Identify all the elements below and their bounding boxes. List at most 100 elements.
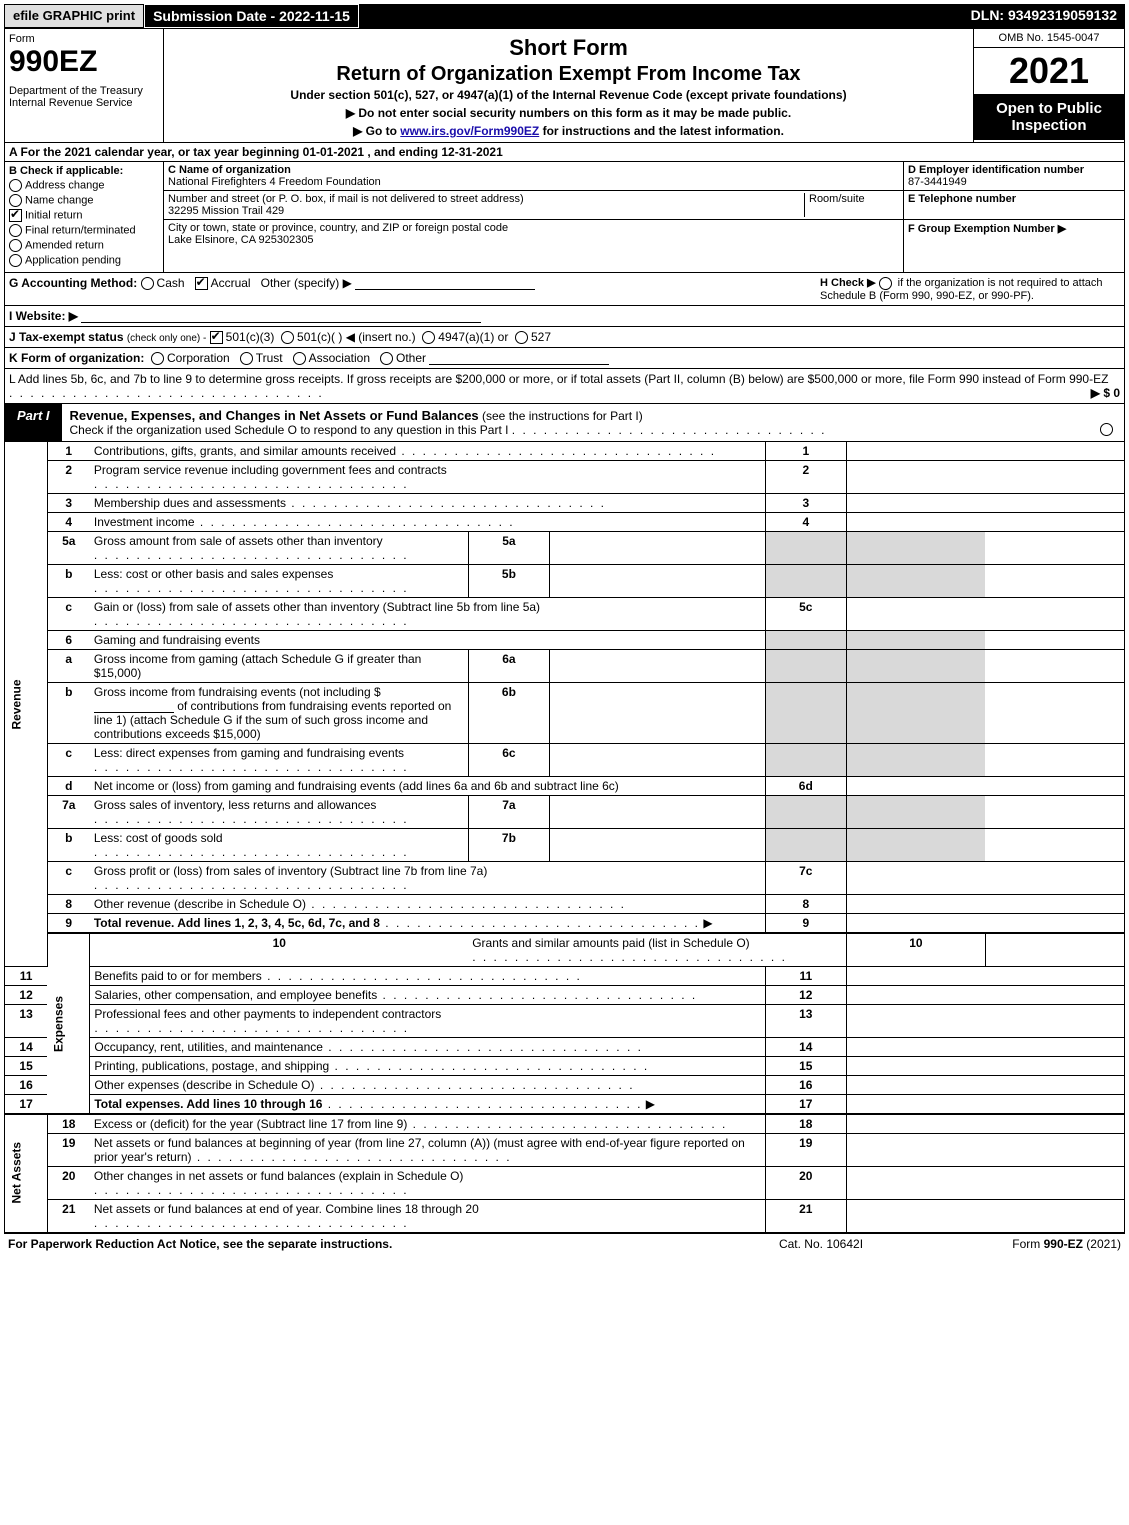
footer-right: Form 990-EZ (2021) xyxy=(921,1237,1121,1251)
irs-link[interactable]: www.irs.gov/Form990EZ xyxy=(400,124,539,138)
k-corp: Corporation xyxy=(167,351,230,365)
line-6b: b Gross income from fundraising events (… xyxy=(5,683,1124,744)
cb-h[interactable] xyxy=(879,277,892,290)
line-5a: 5a Gross amount from sale of assets othe… xyxy=(5,532,1124,565)
l6c-text: Less: direct expenses from gaming and fu… xyxy=(94,746,404,760)
line-11: 11 Benefits paid to or for members 11 xyxy=(5,967,1124,986)
website-input[interactable] xyxy=(81,309,481,323)
cb-501c[interactable] xyxy=(281,331,294,344)
submission-date-badge: Submission Date - 2022-11-15 xyxy=(144,4,359,28)
c-name-label: C Name of organization xyxy=(168,164,899,176)
cb-assoc[interactable] xyxy=(293,352,306,365)
title-return: Return of Organization Exempt From Incom… xyxy=(172,63,965,86)
cb-other[interactable] xyxy=(380,352,393,365)
l6b-amount-input[interactable] xyxy=(94,699,174,713)
note-link-pre: ▶ Go to xyxy=(353,124,400,138)
f-label: F Group Exemption Number ▶ xyxy=(908,222,1120,235)
cb-4947[interactable] xyxy=(422,331,435,344)
row-l: L Add lines 5b, 6c, and 7b to line 9 to … xyxy=(5,369,1124,404)
efile-print-button[interactable]: efile GRAPHIC print xyxy=(4,4,144,28)
c-room-label: Room/suite xyxy=(809,193,899,205)
k-trust: Trust xyxy=(256,351,283,365)
e-label: E Telephone number xyxy=(908,193,1120,205)
line-10: Expenses 10 Grants and similar amounts p… xyxy=(5,933,1124,967)
c-addr-value: 32295 Mission Trail 429 xyxy=(168,205,804,217)
cb-amended-return[interactable]: Amended return xyxy=(9,239,159,252)
l11-text: Benefits paid to or for members xyxy=(94,969,261,983)
line-5c: c Gain or (loss) from sale of assets oth… xyxy=(5,598,1124,631)
k-other-input[interactable] xyxy=(429,351,609,365)
cb-corp[interactable] xyxy=(151,352,164,365)
line-17: 17 Total expenses. Add lines 10 through … xyxy=(5,1095,1124,1115)
dept-label: Department of the Treasury Internal Reve… xyxy=(9,85,159,109)
d-label: D Employer identification number xyxy=(908,164,1120,176)
note-ssn: ▶ Do not enter social security numbers o… xyxy=(172,106,965,120)
cb-name-change[interactable]: Name change xyxy=(9,194,159,207)
line-6: 6 Gaming and fundraising events xyxy=(5,631,1124,650)
cb-initial-return[interactable]: Initial return xyxy=(9,209,159,222)
line-4: 4 Investment income 4 xyxy=(5,513,1124,532)
line-16: 16 Other expenses (describe in Schedule … xyxy=(5,1076,1124,1095)
k-assoc: Association xyxy=(309,351,370,365)
cb-cash[interactable] xyxy=(141,277,154,290)
cb-trust[interactable] xyxy=(240,352,253,365)
l10-text: Grants and similar amounts paid (list in… xyxy=(472,936,749,950)
line-3: 3 Membership dues and assessments 3 xyxy=(5,494,1124,513)
form-number: 990EZ xyxy=(9,45,159,79)
line-9: 9 Total revenue. Add lines 1, 2, 3, 4, 5… xyxy=(5,914,1124,934)
l8-text: Other revenue (describe in Schedule O) xyxy=(94,897,306,911)
line-21: 21 Net assets or fund balances at end of… xyxy=(5,1200,1124,1233)
side-revenue: Revenue xyxy=(5,442,47,967)
part1-header: Part I Revenue, Expenses, and Changes in… xyxy=(5,404,1124,442)
subtitle: Under section 501(c), 527, or 4947(a)(1)… xyxy=(172,88,965,102)
cb-accrual[interactable] xyxy=(195,277,208,290)
line-6a: a Gross income from gaming (attach Sched… xyxy=(5,650,1124,683)
line-2: 2 Program service revenue including gove… xyxy=(5,461,1124,494)
j-small: (check only one) - xyxy=(127,333,206,344)
l2-text: Program service revenue including govern… xyxy=(94,463,447,477)
g-accrual: Accrual xyxy=(211,276,251,290)
cb-527[interactable] xyxy=(515,331,528,344)
open-public-badge: Open to Public Inspection xyxy=(974,94,1124,140)
g-other-input[interactable] xyxy=(355,276,535,290)
l6a-text: Gross income from gaming (attach Schedul… xyxy=(94,652,422,680)
line-8: 8 Other revenue (describe in Schedule O)… xyxy=(5,895,1124,914)
k-label: K Form of organization: xyxy=(9,351,144,365)
line-13: 13 Professional fees and other payments … xyxy=(5,1005,1124,1038)
row-j: J Tax-exempt status (check only one) - 5… xyxy=(5,327,1124,348)
cb-address-change[interactable]: Address change xyxy=(9,179,159,192)
c-addr-label: Number and street (or P. O. box, if mail… xyxy=(168,193,804,205)
cb-part1-schedule-o[interactable] xyxy=(1100,423,1113,436)
side-expenses: Expenses xyxy=(47,933,90,1114)
j-label: J Tax-exempt status xyxy=(9,330,124,344)
h-label: H Check ▶ xyxy=(820,277,876,289)
c-city-label: City or town, state or province, country… xyxy=(168,222,899,234)
l20-text: Other changes in net assets or fund bala… xyxy=(94,1169,464,1183)
cb-final-return[interactable]: Final return/terminated xyxy=(9,224,159,237)
header-mid: Short Form Return of Organization Exempt… xyxy=(164,29,973,142)
title-short-form: Short Form xyxy=(172,35,965,61)
l15-text: Printing, publications, postage, and shi… xyxy=(94,1059,329,1073)
l5a-text: Gross amount from sale of assets other t… xyxy=(94,534,383,548)
line-19: 19 Net assets or fund balances at beginn… xyxy=(5,1134,1124,1167)
header-right: OMB No. 1545-0047 2021 Open to Public In… xyxy=(973,29,1124,142)
l6d-text: Net income or (loss) from gaming and fun… xyxy=(94,779,619,793)
l7c-text: Gross profit or (loss) from sales of inv… xyxy=(94,864,487,878)
line-12: 12 Salaries, other compensation, and emp… xyxy=(5,986,1124,1005)
l17-text: Total expenses. Add lines 10 through 16 xyxy=(94,1097,322,1111)
line-7c: c Gross profit or (loss) from sales of i… xyxy=(5,862,1124,895)
col-b-checkboxes: B Check if applicable: Address change Na… xyxy=(5,162,164,272)
side-netassets: Net Assets xyxy=(5,1114,47,1233)
cb-application-pending[interactable]: Application pending xyxy=(9,254,159,267)
line-5b: b Less: cost or other basis and sales ex… xyxy=(5,565,1124,598)
row-a-calendar-year: A For the 2021 calendar year, or tax yea… xyxy=(5,143,1124,162)
cb-501c3[interactable] xyxy=(210,331,223,344)
header-left: Form 990EZ Department of the Treasury In… xyxy=(5,29,164,142)
l14-text: Occupancy, rent, utilities, and maintena… xyxy=(94,1040,323,1054)
l18-text: Excess or (deficit) for the year (Subtra… xyxy=(94,1117,407,1131)
l6-text: Gaming and fundraising events xyxy=(94,633,260,647)
g-cash: Cash xyxy=(157,276,185,290)
l7a-text: Gross sales of inventory, less returns a… xyxy=(94,798,377,812)
row-g-h: G Accounting Method: Cash Accrual Other … xyxy=(5,273,1124,306)
l1-text: Contributions, gifts, grants, and simila… xyxy=(94,444,396,458)
